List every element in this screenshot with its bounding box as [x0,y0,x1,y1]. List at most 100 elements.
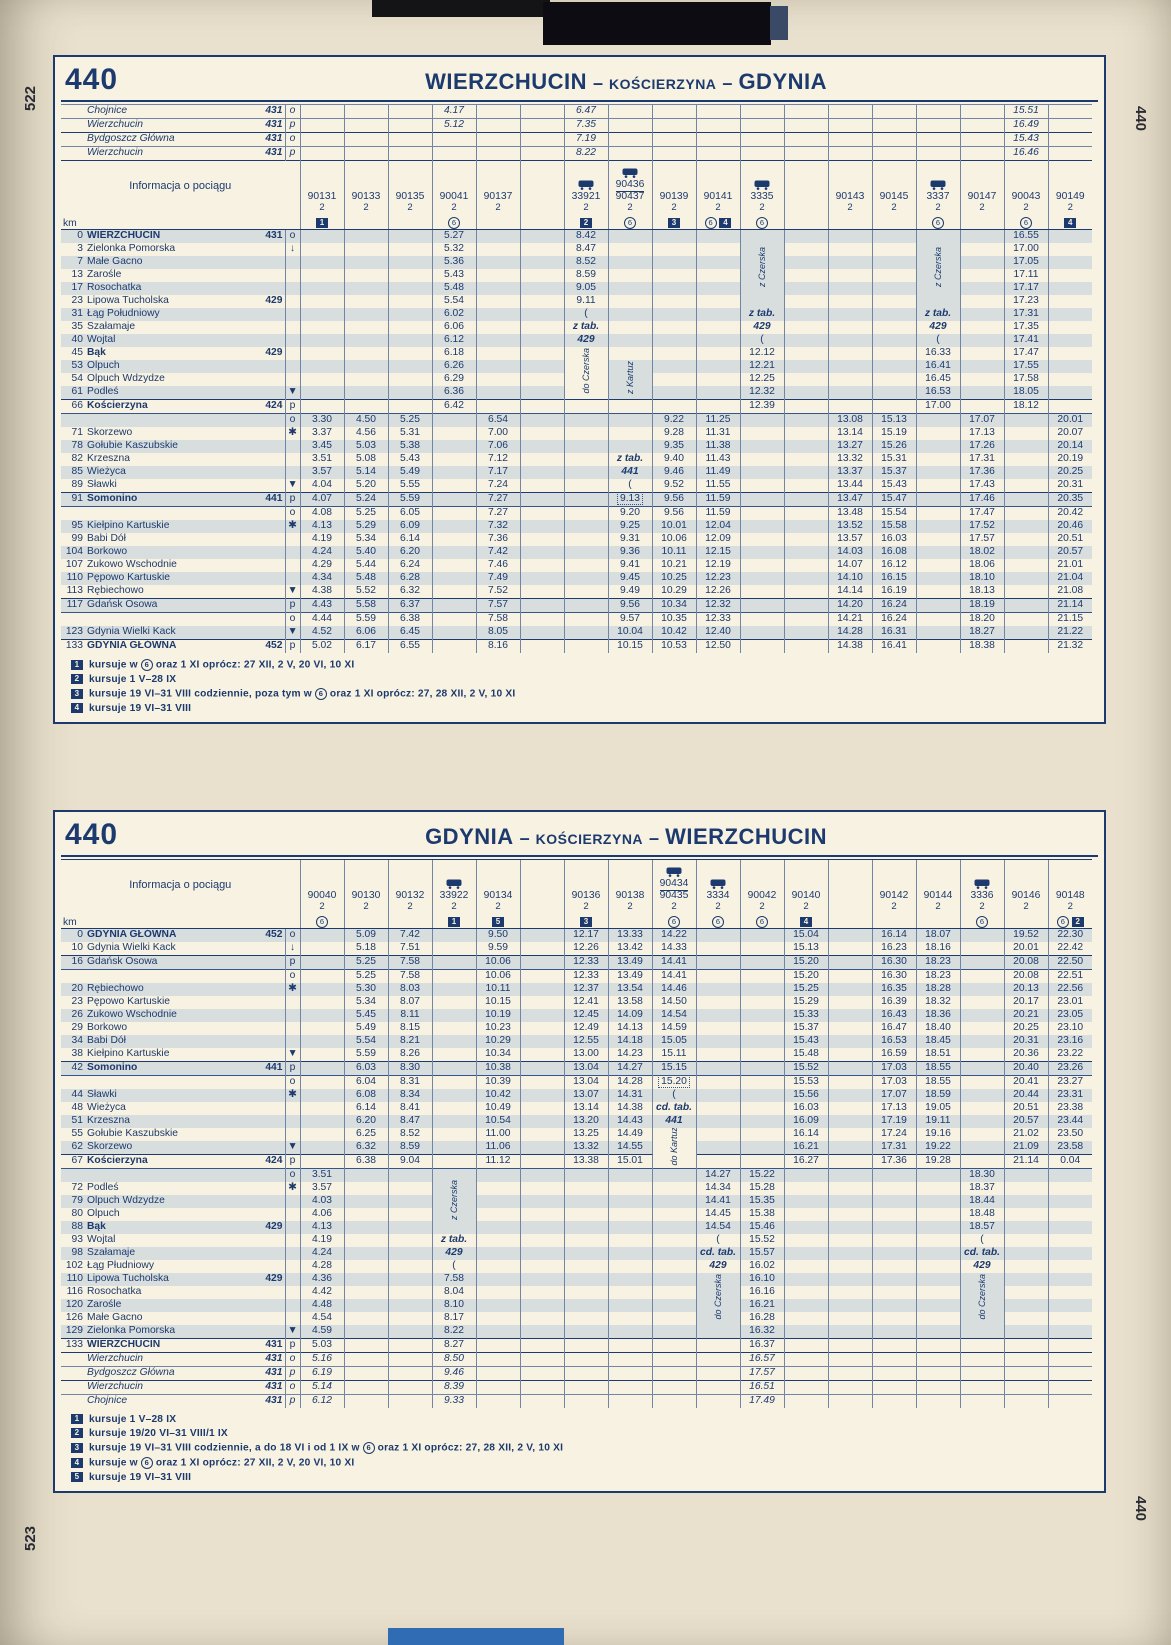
km-cell: 107 [65,559,83,571]
time-cell [343,360,388,373]
time-cell: 9.22 [651,413,696,427]
connecting-table-number [255,282,285,295]
time-cell [739,132,784,147]
time-cell: 7.58 [387,969,432,983]
train-number: 3335 2 [743,161,782,213]
connecting-table-number [255,1128,285,1141]
time-cell: 16.55 [1003,229,1048,243]
time-cell [871,1234,916,1247]
time-cell: 4.48 [299,1299,344,1312]
time-cell: 12.33 [563,969,608,983]
run-days-symbols: 6 [739,913,784,929]
branch-mark: ( [739,334,784,347]
train-number: 90149 2 [1051,161,1091,213]
time-cell [783,546,828,559]
time-cell [1003,479,1048,493]
time-cell: 10.06 [475,955,520,970]
time-cell: 13.42 [607,942,652,956]
station-row: 20 Rębiechowo ✱ 5.30 8.03 10.11 12.37 13.54 14.4… [61,983,1092,996]
time-cell [915,1380,960,1395]
time-cell [299,295,344,308]
time-cell [1047,1221,1092,1234]
time-cell [651,321,696,334]
time-cell [651,146,696,161]
time-cell [915,533,960,546]
feeder-row: Wierzchucin 431 p 5.12 7.35 16.49 [61,118,1092,133]
time-cell [1047,1366,1092,1381]
time-cell [783,146,828,161]
time-cell [871,1247,916,1260]
km-cell [61,612,85,626]
time-cell: 5.03 [299,1338,344,1353]
time-cell [475,118,520,133]
train-number-line: 90136 [571,889,601,901]
station-row: 85 Wieżyca 3.57 5.14 5.49 7.17 441 9.46 11.49 13.… [61,466,1092,479]
time-cell [739,928,784,942]
time-cell: 5.48 [343,572,388,585]
time-cell [431,1089,476,1102]
time-cell: 7.27 [475,506,520,520]
time-cell: 18.28 [915,983,960,996]
arrival-departure-mark: ✱ [284,1089,300,1102]
connecting-table-number [255,440,285,453]
time-cell [431,612,476,626]
connecting-table-number: 431 [255,1352,285,1367]
time-cell: 17.03 [871,1061,916,1076]
time-cell [563,1286,608,1299]
time-cell: 4.13 [299,1221,344,1234]
time-cell [563,585,608,599]
station-row: 129 Zielonka Pomorska ▼ 4.59 8.22 16.32 [61,1325,1092,1339]
time-cell [871,282,916,295]
station-name: Rosochatka [87,1286,142,1298]
train-number-column: 90141 2 [695,160,740,214]
feeder-row: Chojnice 431 o 4.17 6.47 15.51 [61,104,1092,119]
time-cell: 23.05 [1047,1009,1092,1022]
time-cell [915,1247,960,1260]
run-days-symbols [387,214,432,230]
time-cell [827,1168,872,1182]
time-cell [651,1380,696,1395]
km-cell: 117 [61,598,85,613]
time-cell [739,1061,784,1076]
time-cell: 6.14 [343,1102,388,1115]
time-cell [563,1273,608,1286]
time-cell [783,229,828,243]
time-cell [607,295,652,308]
train-number-line: 90138 [615,889,645,901]
time-cell [475,1234,520,1247]
time-cell [783,1338,828,1353]
time-cell [607,1299,652,1312]
train-number-line: 33921 [571,190,601,202]
circled-day-icon: 6 [314,688,327,700]
station-row: 66 Kościerzyna 424 p 6.42 12.39 17.00 18.12 [61,399,1092,414]
time-cell [651,243,696,256]
time-cell [1047,104,1092,119]
time-cell [1047,132,1092,147]
time-cell [871,1221,916,1234]
run-days-symbols: 6 [959,913,1004,929]
time-cell [343,1352,388,1367]
connecting-table-number [255,479,285,493]
time-cell [783,572,828,585]
arrival-departure-mark [284,347,300,360]
time-cell [827,321,872,334]
time-cell [959,1128,1004,1141]
time-cell [695,1102,740,1115]
time-cell: 14.21 [827,612,872,626]
time-cell: 15.53 [783,1075,828,1089]
time-cell [827,996,872,1009]
time-cell [299,1009,344,1022]
time-cell [783,321,828,334]
time-cell [959,1380,1004,1395]
time-cell: 4.24 [299,546,344,559]
time-cell: 16.30 [871,955,916,970]
time-cell [915,1273,960,1286]
time-cell [959,104,1004,119]
train-number-column: 90147 2 [959,160,1004,214]
time-cell: 16.59 [871,1048,916,1062]
time-cell [563,399,608,414]
time-cell [475,1286,520,1299]
time-cell [695,1352,740,1367]
time-cell [519,1115,564,1128]
station-row: 23 Pępowo Kartuskie 5.34 8.07 10.15 12.41 13.5… [61,996,1092,1009]
